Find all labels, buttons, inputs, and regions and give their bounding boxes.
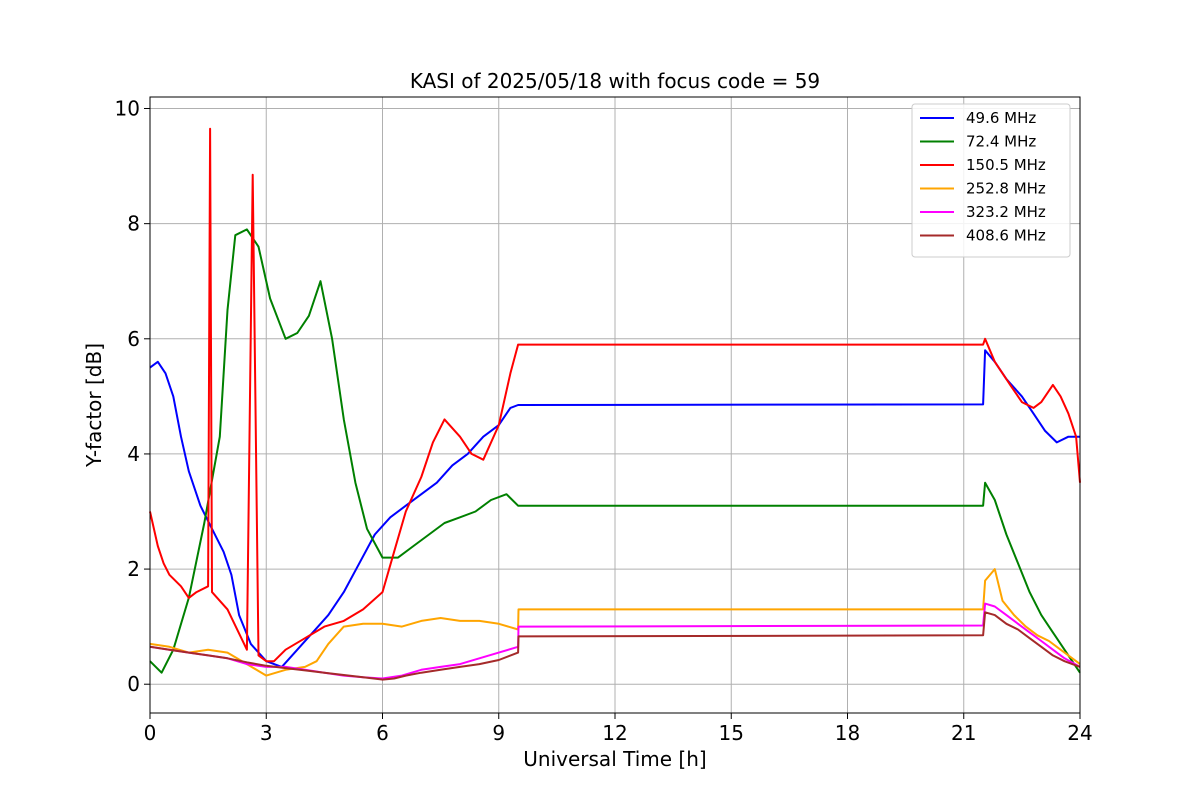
y-axis-label: Y-factor [dB] [82,343,106,468]
legend: 49.6 MHz 72.4 MHz 150.5 MHz 252.8 MHz 32… [911,103,1071,258]
y-tick-label: 0 [127,672,140,696]
chart-title: KASI of 2025/05/18 with focus code = 59 [410,69,820,93]
y-tick-label: 8 [127,212,140,236]
y-axis: 0 2 4 6 8 10 [115,97,150,696]
series-line-6 [149,611,1081,681]
series-line-4 [149,568,1081,677]
series-line-3 [149,127,1081,663]
x-tick-label: 6 [376,721,389,745]
legend-label: 49.6 MHz [966,109,1036,127]
x-axis-label: Universal Time [h] [523,747,706,771]
x-tick-label: 21 [951,721,976,745]
x-tick-label: 3 [260,721,273,745]
legend-label: 72.4 MHz [966,133,1036,151]
x-tick-label: 24 [1067,721,1092,745]
legend-label: 150.5 MHz [966,156,1046,174]
y-tick-label: 4 [127,442,140,466]
y-tick-label: 10 [115,97,140,121]
series-line-2 [149,228,1081,674]
x-tick-label: 0 [144,721,157,745]
legend-label: 323.2 MHz [966,203,1046,221]
y-tick-label: 6 [127,327,140,351]
legend-label: 252.8 MHz [966,180,1046,198]
x-tick-label: 9 [492,721,505,745]
x-tick-label: 18 [835,721,860,745]
x-tick-label: 15 [719,721,744,745]
x-tick-label: 12 [602,721,627,745]
plot-area [149,127,1081,681]
x-axis: 0 3 6 9 12 15 18 21 24 [144,713,1093,745]
series-line-5 [149,602,1081,680]
legend-label: 408.6 MHz [966,227,1046,245]
y-tick-label: 2 [127,557,140,581]
